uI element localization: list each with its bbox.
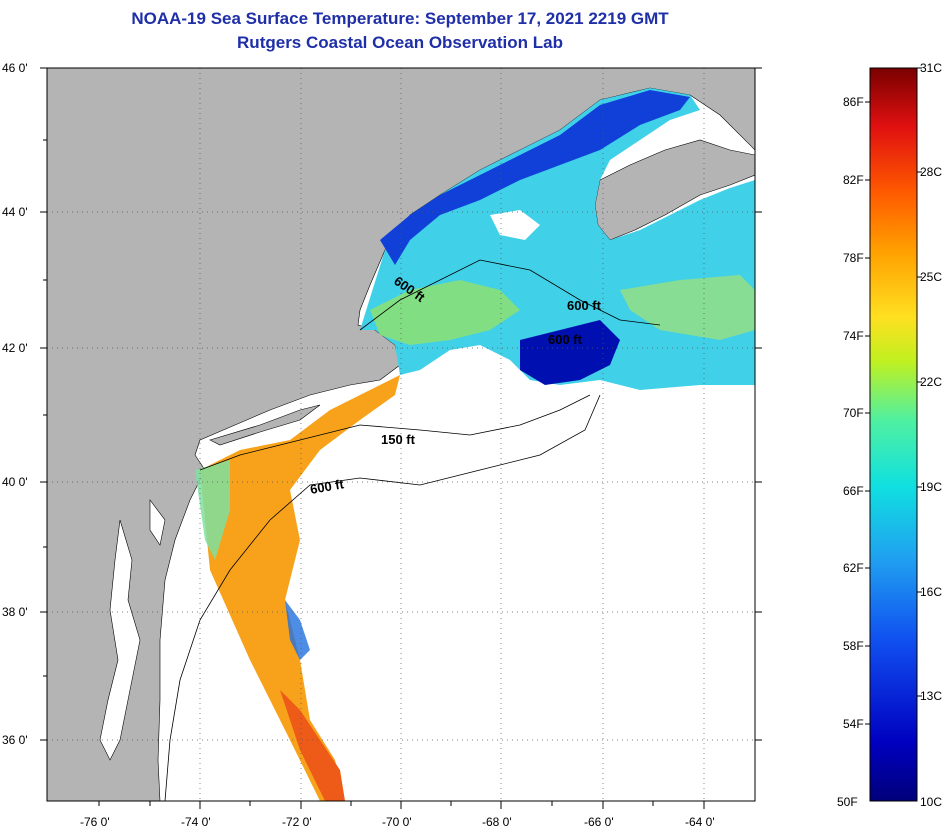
colorbar-c-label: 25C: [920, 270, 942, 284]
sst-swath-hot: [280, 690, 345, 801]
contour-label: 600 ft: [309, 476, 346, 497]
colorbar-f-label: 62F: [843, 561, 864, 575]
contour-label: 600 ft: [548, 332, 583, 347]
lon-label: -64 0': [685, 815, 715, 829]
lat-label: 46 0': [2, 61, 28, 75]
map-subtitle: Rutgers Coastal Ocean Observation Lab: [237, 33, 563, 52]
lon-label: -66 0': [584, 815, 614, 829]
colorbar-c-label: 16C: [920, 585, 942, 599]
colorbar-c-label: 19C: [920, 480, 942, 494]
colorbar-f-label: 78F: [843, 251, 864, 265]
colorbar-c-label: 28C: [920, 165, 942, 179]
lon-label: -72 0': [282, 815, 312, 829]
colorbar-ticks: [865, 67, 922, 725]
lat-label: 40 0': [2, 475, 28, 489]
sst-green-east: [620, 275, 755, 340]
lat-label: 44 0': [2, 205, 28, 219]
sst-coastal-blue: [380, 90, 690, 265]
lon-label: -74 0': [181, 815, 211, 829]
long-island: [209, 404, 321, 446]
colorbar-f-label: 86F: [843, 95, 864, 109]
sst-swath-blue-edge: [285, 600, 310, 660]
sst-cloud-gap: [490, 210, 540, 240]
lat-label: 36 0': [2, 733, 28, 747]
lat-label: 42 0': [2, 341, 28, 355]
colorbar: [869, 67, 918, 802]
graticule: [47, 68, 755, 801]
delaware-bay: [149, 499, 166, 546]
lon-label: -70 0': [382, 815, 412, 829]
contour-label: 600 ft: [567, 298, 602, 313]
contour-label: 150 ft: [381, 432, 416, 447]
colorbar-f-label: 66F: [843, 484, 864, 498]
lon-label: -76 0': [80, 815, 110, 829]
lon-ticks: [98, 801, 705, 809]
colorbar-f-label: 54F: [843, 717, 864, 731]
colorbar-c-label: 31C: [920, 61, 942, 75]
colorbar-f-label: 74F: [843, 329, 864, 343]
sst-swath-warm: [200, 375, 400, 801]
lon-label: -68 0': [482, 815, 512, 829]
sst-swath-green: [195, 460, 230, 560]
lat-label: 38 0': [2, 605, 28, 619]
colorbar-f-label: 50F: [837, 795, 858, 809]
colorbar-c-label: 13C: [920, 689, 942, 703]
chesapeake-bay: [99, 519, 141, 761]
map-title: NOAA-19 Sea Surface Temperature: Septemb…: [131, 9, 669, 28]
sst-deep-blue: [520, 320, 620, 385]
colorbar-f-label: 58F: [843, 639, 864, 653]
colorbar-c-label: 22C: [920, 375, 942, 389]
colorbar-c-label: 10C: [920, 795, 942, 809]
colorbar-f-label: 82F: [843, 173, 864, 187]
lat-ticks: [40, 67, 762, 741]
bathymetry-contours: [164, 259, 661, 802]
colorbar-f-label: 70F: [843, 406, 864, 420]
